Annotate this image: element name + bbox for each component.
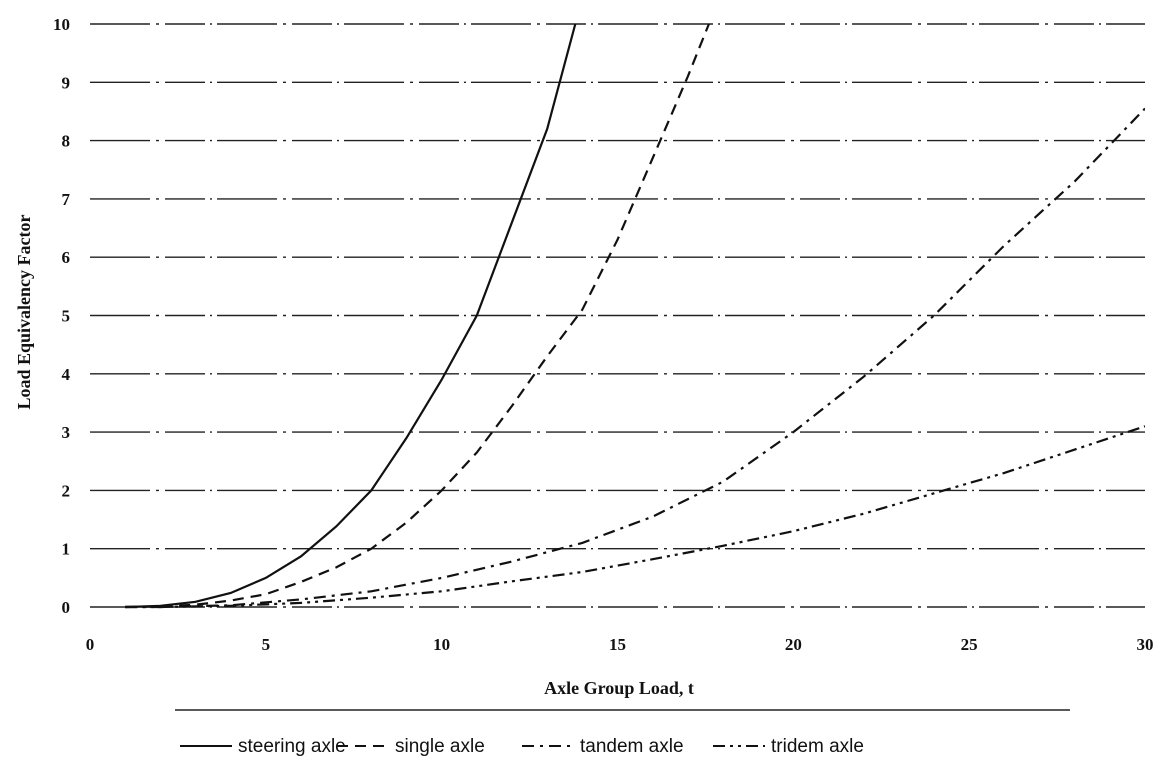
y-axis-title: Load Equivalency Factor [14,214,34,409]
legend-label: single axle [395,736,485,757]
gridlines [90,23,1145,608]
series-line-steering-axle [125,23,577,609]
y-tick-label: 10 [53,15,70,34]
y-tick-label: 2 [62,481,71,500]
y-tick-label: 8 [62,132,71,151]
legend-label: tandem axle [580,736,684,757]
series-line-single-axle [125,23,710,609]
x-tick-label: 30 [1137,635,1154,654]
x-tick-label: 5 [262,635,271,654]
legend-label: tridem axle [771,736,864,757]
y-tick-label: 4 [62,365,71,384]
x-axis-title: Axle Group Load, t [544,678,694,698]
x-axis-ticks: 0 5 10 15 20 25 30 [86,635,1154,654]
x-tick-label: 25 [961,635,978,654]
x-tick-label: 0 [86,635,95,654]
y-tick-label: 6 [62,248,71,267]
x-tick-label: 15 [609,635,626,654]
y-tick-label: 1 [62,540,71,559]
y-tick-label: 5 [62,307,71,326]
y-tick-label: 3 [62,423,71,442]
x-tick-label: 10 [433,635,450,654]
y-tick-label: 9 [62,73,71,92]
y-tick-label: 7 [62,190,71,209]
series-line-tridem-axle [125,425,1145,609]
series-lines [125,23,1145,609]
x-tick-label: 20 [785,635,802,654]
legend-label: steering axle [238,736,346,757]
legend: steering axle single axle tandem axle tride… [180,736,864,757]
y-tick-label: 0 [62,598,71,617]
y-axis-ticks: 0 1 2 3 4 5 6 7 8 9 10 [53,15,71,617]
series-line-tandem-axle [125,107,1145,609]
